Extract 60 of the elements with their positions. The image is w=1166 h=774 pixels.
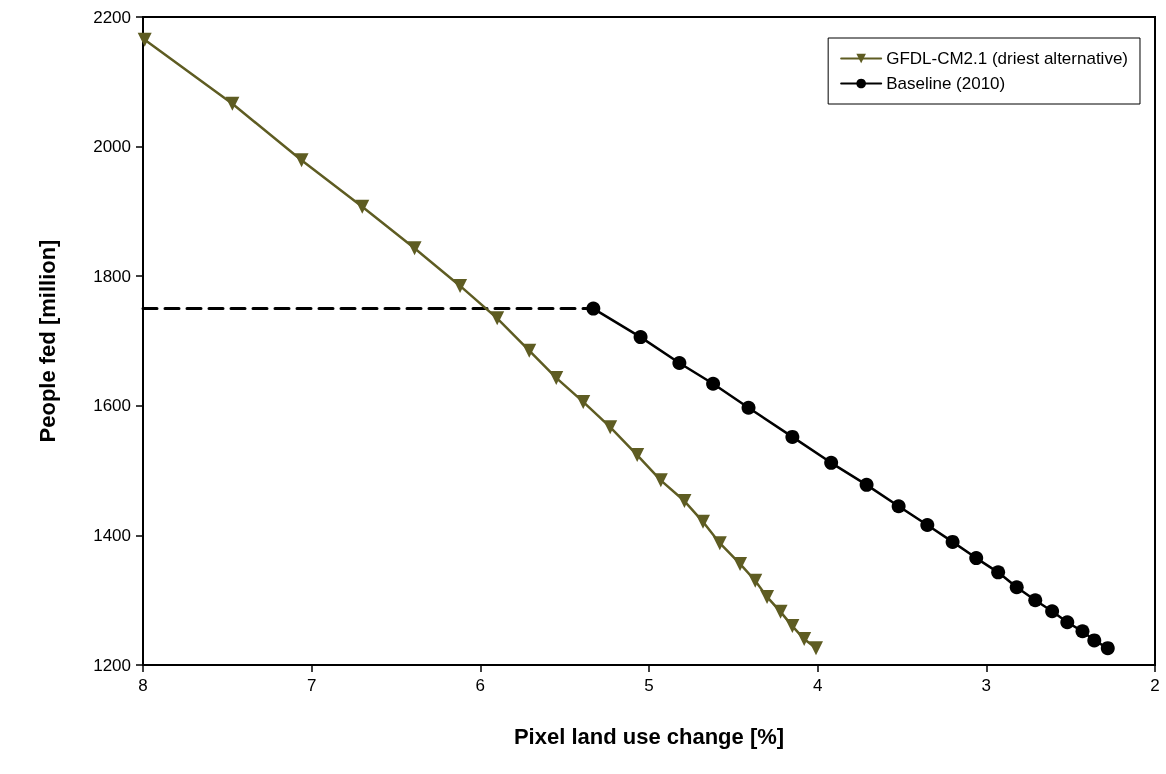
- point: [1060, 615, 1075, 630]
- point: [453, 278, 468, 293]
- x-tick-label: 3: [981, 676, 992, 695]
- point: [677, 494, 692, 509]
- point: [1087, 633, 1102, 648]
- point: [522, 343, 537, 358]
- y-axis-title: People fed [million]: [34, 239, 60, 443]
- x-tick-label: 6: [475, 676, 486, 695]
- point: [695, 514, 710, 529]
- point: [891, 499, 906, 514]
- point: [748, 573, 763, 588]
- legend-label: Baseline (2010): [886, 74, 1006, 93]
- point: [653, 473, 668, 488]
- point: [741, 400, 756, 415]
- x-tick-label: 5: [644, 676, 654, 695]
- x-tick-label: 7: [306, 676, 317, 695]
- point: [633, 330, 648, 345]
- point: [630, 448, 645, 463]
- point: [859, 477, 874, 492]
- point: [945, 534, 960, 549]
- x-tick-label: 8: [138, 676, 148, 695]
- point: [1045, 604, 1060, 619]
- y-tick-label: 1800: [93, 266, 131, 286]
- point: [920, 518, 935, 533]
- point: [294, 153, 309, 168]
- point: [355, 199, 370, 214]
- y-tick-label: 2200: [93, 7, 131, 27]
- point: [760, 589, 775, 604]
- point: [712, 536, 727, 551]
- point: [576, 394, 591, 409]
- point: [490, 311, 505, 326]
- x-tick-label: 4: [812, 676, 823, 695]
- point: [808, 641, 823, 656]
- y-tick-label: 1400: [93, 525, 131, 545]
- legend-label: GFDL-CM2.1 (driest alternative): [886, 49, 1128, 68]
- point: [824, 455, 839, 470]
- point: [991, 565, 1006, 580]
- point: [706, 376, 721, 391]
- point: [137, 32, 152, 47]
- point: [672, 356, 687, 371]
- point: [785, 619, 800, 634]
- point: [773, 604, 788, 619]
- point: [785, 429, 800, 444]
- point: [586, 301, 601, 316]
- y-tick-label: 1600: [93, 396, 131, 416]
- point: [407, 241, 422, 256]
- point: [797, 632, 812, 647]
- point: [1100, 641, 1115, 656]
- x-axis-title: Pixel land use change [%]: [513, 723, 785, 749]
- point: [225, 96, 240, 111]
- point: [1028, 593, 1043, 608]
- x-tick-label: 2: [1150, 676, 1160, 695]
- y-tick-label: 1200: [93, 655, 131, 675]
- y-tick-label: 2000: [93, 137, 131, 157]
- point: [1009, 580, 1024, 595]
- point: [603, 420, 618, 435]
- point: [733, 556, 748, 571]
- point: [1075, 624, 1090, 639]
- point: [549, 370, 564, 385]
- point: [969, 551, 984, 566]
